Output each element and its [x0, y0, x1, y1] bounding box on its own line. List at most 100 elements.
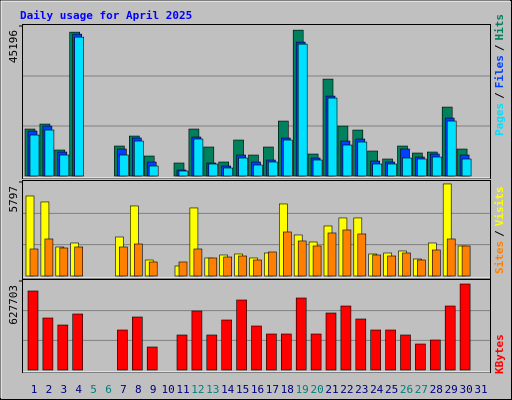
bar — [208, 257, 218, 277]
bar — [29, 134, 40, 177]
bar — [59, 247, 69, 277]
chart-title: Daily usage for April 2025 — [20, 9, 192, 22]
x-tick-label: 28 — [430, 383, 443, 396]
bar — [132, 316, 143, 371]
x-tick-label: 24 — [370, 383, 384, 396]
x-tick-label: 25 — [385, 383, 398, 396]
bar — [297, 240, 307, 277]
x-tick-label: 27 — [415, 383, 428, 396]
bar — [372, 163, 383, 177]
x-tick-label: 2 — [46, 383, 53, 396]
x-tick-label: 21 — [325, 383, 338, 396]
bar — [402, 252, 411, 277]
bar — [72, 313, 83, 371]
bar — [429, 339, 441, 371]
bar — [342, 229, 352, 277]
bar — [146, 346, 158, 371]
legend-entry: Sites — [493, 241, 506, 274]
bar — [134, 140, 144, 177]
bar — [223, 256, 232, 277]
bar — [327, 97, 338, 177]
bar — [253, 164, 263, 177]
bar — [387, 255, 396, 277]
bar — [400, 334, 411, 371]
bar — [223, 167, 233, 177]
x-tick-label: 5 — [90, 383, 97, 396]
x-tick-label: 1 — [31, 383, 38, 396]
bar — [444, 305, 456, 371]
bar — [282, 231, 292, 277]
x-tick-label: 20 — [310, 383, 323, 396]
bar — [282, 139, 293, 177]
bar — [357, 233, 367, 277]
bar — [206, 334, 218, 371]
bar — [312, 245, 322, 277]
bar — [461, 245, 471, 277]
bar — [236, 299, 247, 371]
bar — [74, 36, 84, 177]
x-tick-label: 19 — [296, 383, 309, 396]
legend-entry: Visits — [493, 187, 506, 227]
y-tick-label: 5797 — [7, 186, 20, 213]
x-tick-label: 3 — [60, 383, 67, 396]
bar — [297, 43, 308, 177]
bar — [461, 158, 472, 177]
bar — [44, 129, 55, 177]
bar — [117, 329, 128, 371]
bar — [417, 158, 427, 177]
x-tick-label: 29 — [445, 383, 458, 396]
x-tick-label: 22 — [340, 383, 353, 396]
bar — [176, 334, 188, 371]
x-tick-label: 30 — [459, 383, 472, 396]
bar — [178, 170, 189, 177]
bar — [268, 161, 278, 177]
bar — [446, 120, 457, 177]
bar — [178, 261, 188, 277]
bar — [208, 163, 219, 177]
bar — [191, 310, 203, 371]
bar — [459, 283, 471, 371]
legend: Pages / Files / Hits — [493, 14, 506, 136]
bar — [57, 324, 69, 371]
x-tick-label: 8 — [135, 383, 142, 396]
bar — [119, 154, 129, 177]
bar — [402, 157, 412, 177]
bar — [357, 141, 368, 177]
bar — [385, 329, 396, 371]
bar — [148, 261, 158, 277]
bar — [119, 246, 128, 277]
x-tick-label: 9 — [150, 383, 157, 396]
legend-separator: / — [493, 44, 506, 51]
bar — [27, 290, 39, 371]
legend-entry: Pages — [493, 103, 506, 136]
bar — [238, 255, 247, 277]
bar — [372, 254, 382, 277]
x-tick-label: 18 — [281, 383, 294, 396]
x-tick-label: 26 — [400, 383, 413, 396]
bar — [253, 259, 262, 277]
bar — [325, 312, 337, 371]
bar — [44, 238, 54, 277]
bar — [221, 319, 232, 371]
bar — [148, 165, 159, 177]
x-tick-label: 7 — [120, 383, 127, 396]
bar — [370, 329, 382, 371]
bar — [431, 249, 441, 277]
bar — [295, 297, 307, 371]
x-tick-label: 16 — [251, 383, 264, 396]
x-tick-label: 13 — [206, 383, 219, 396]
legend-entry: Files — [493, 55, 506, 88]
x-tick-label: 17 — [266, 383, 279, 396]
y-tick-label: 627703 — [7, 285, 20, 325]
bar — [266, 333, 277, 371]
bar — [415, 343, 426, 371]
x-tick-label: 12 — [191, 383, 204, 396]
x-tick-label: 14 — [221, 383, 235, 396]
x-tick-label: 6 — [105, 383, 112, 396]
bar — [59, 154, 70, 177]
bar — [193, 248, 203, 277]
legend-separator: / — [493, 92, 506, 99]
bar — [342, 144, 353, 177]
x-tick-label: 4 — [75, 383, 82, 396]
